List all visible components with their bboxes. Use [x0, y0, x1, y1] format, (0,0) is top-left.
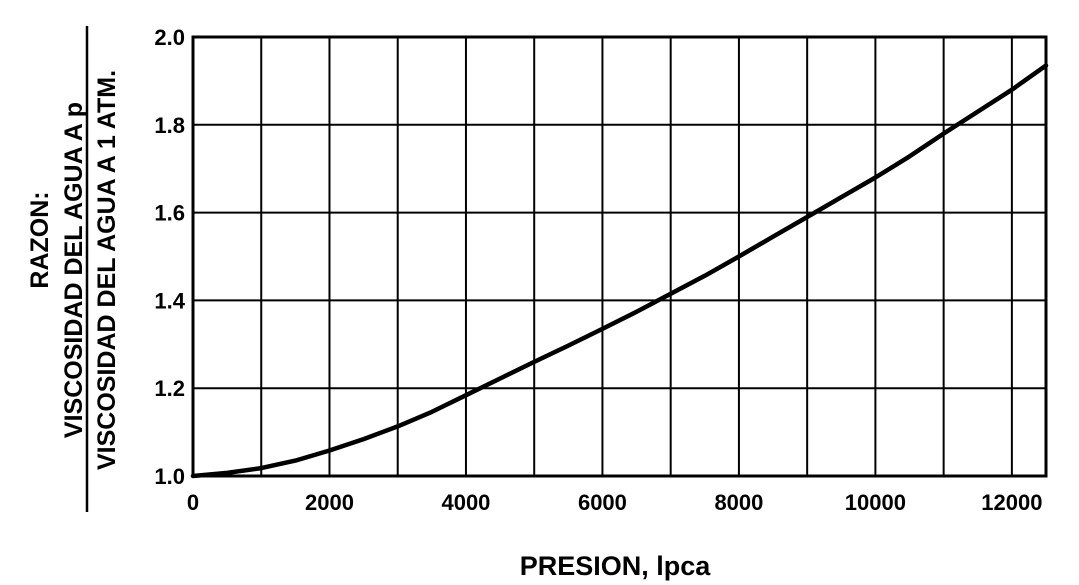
y-tick-label: 1.2 — [154, 376, 185, 401]
series-line-0 — [190, 63, 1049, 479]
x-tick-label: 8000 — [714, 490, 763, 515]
x-tick-label: 2000 — [305, 490, 354, 515]
y-axis-title-numerator: VISCOSIDAD DEL AGUA A p — [60, 102, 88, 438]
x-axis-title: PRESION, lpca — [520, 551, 712, 581]
y-tick-label: 2.0 — [154, 25, 185, 50]
y-tick-label: 1.4 — [154, 288, 185, 313]
x-tick-label: 12000 — [981, 490, 1042, 515]
x-tick-label: 4000 — [441, 490, 490, 515]
grid — [191, 35, 1048, 478]
tick-labels: 0 2000 4000 6000 8000 10000 12000 1.0 1.2 1.4 1.6 1… — [154, 25, 1042, 515]
y-tick-label: 1.6 — [154, 201, 185, 226]
plot-frame — [191, 35, 1048, 478]
x-tick-label: 10000 — [845, 490, 906, 515]
y-tick-label: 1.8 — [154, 113, 185, 138]
x-tick-label: 6000 — [578, 490, 627, 515]
series-layer — [190, 63, 1049, 479]
y-axis-title-prefix: RAZON: — [26, 191, 54, 288]
y-tick-label: 1.0 — [154, 464, 185, 489]
y-axis-title-denominator: VISCOSIDAD DEL AGUA A 1 ATM. — [93, 70, 121, 470]
x-tick-label: 0 — [187, 490, 199, 515]
